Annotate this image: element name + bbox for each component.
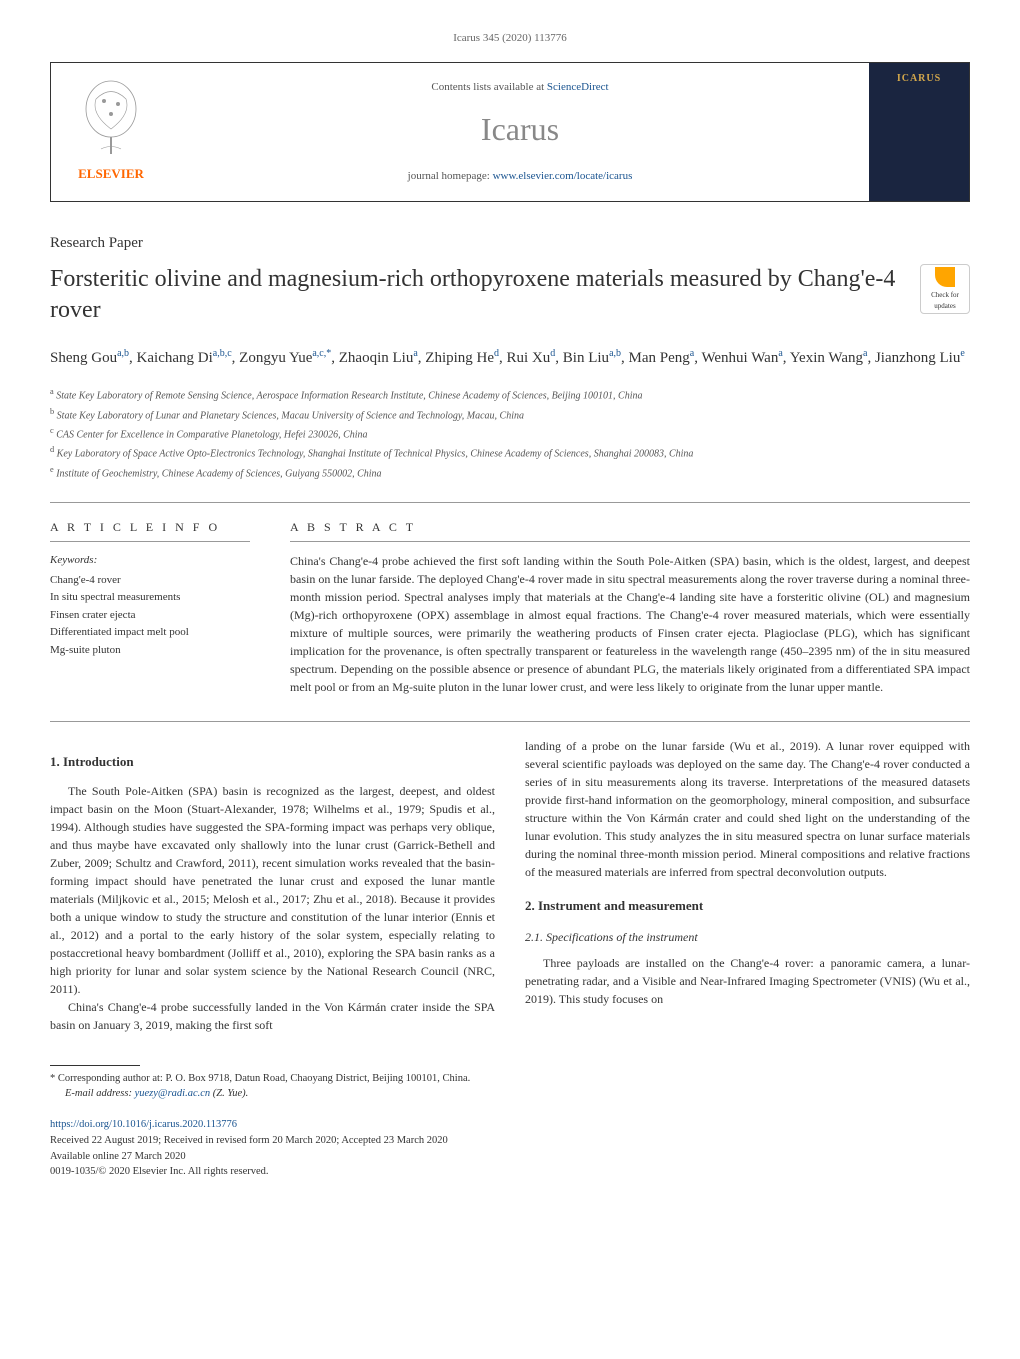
journal-center-block: Contents lists available at ScienceDirec… [171,63,869,201]
journal-homepage: journal homepage: www.elsevier.com/locat… [408,168,633,185]
email-author: (Z. Yue). [210,1088,248,1099]
affiliation: State Key Laboratory of Remote Sensing S… [56,391,642,402]
abstract-header: A B S T R A C T [290,518,970,542]
affiliation: Institute of Geochemistry, Chinese Acade… [56,468,381,479]
author: Sheng Gou [50,350,117,366]
elsevier-tree-icon [76,79,146,159]
divider [50,721,970,722]
author-sup: a,b,c [213,348,232,359]
author: , Man Peng [621,350,690,366]
author: , Zhaoqin Liu [331,350,413,366]
copyright-line: 0019-1035/© 2020 Elsevier Inc. All right… [50,1164,970,1180]
check-updates-badge[interactable]: Check for updates [920,264,970,314]
author-sup: e [960,348,964,359]
keywords-list: Chang'e-4 rover In situ spectral measure… [50,572,250,660]
subsection-heading: 2.1. Specifications of the instrument [525,928,970,946]
elsevier-logo-block: ELSEVIER [51,63,171,201]
doi-block: https://doi.org/10.1016/j.icarus.2020.11… [50,1117,970,1180]
corresponding-note: * Corresponding author at: P. O. Box 971… [50,1071,970,1087]
author: , Kaichang Di [129,350,213,366]
author-sup: a,b [117,348,129,359]
article-info-block: A R T I C L E I N F O Keywords: Chang'e-… [50,518,250,696]
abstract-block: A B S T R A C T China's Chang'e-4 probe … [290,518,970,696]
author: , Jianzhong Liu [867,350,960,366]
author: , Rui Xu [499,350,550,366]
affiliation: State Key Laboratory of Lunar and Planet… [57,410,524,421]
body-paragraph: China's Chang'e-4 probe successfully lan… [50,998,495,1034]
author-sup: a,c,* [312,348,331,359]
doi-link[interactable]: https://doi.org/10.1016/j.icarus.2020.11… [50,1119,237,1130]
section-heading: 2. Instrument and measurement [525,896,970,916]
right-column: landing of a probe on the lunar farside … [525,737,970,1034]
body-columns: 1. Introduction The South Pole-Aitken (S… [50,737,970,1034]
body-paragraph: Three payloads are installed on the Chan… [525,954,970,1008]
homepage-label: journal homepage: [408,170,493,182]
contents-lists-text: Contents lists available at ScienceDirec… [431,79,608,96]
contents-label: Contents lists available at [431,81,546,93]
author-sup: a,b [609,348,621,359]
affiliation: CAS Center for Excellence in Comparative… [56,429,367,440]
author: , Yexin Wang [783,350,863,366]
elsevier-label: ELSEVIER [78,164,144,184]
available-line: Available online 27 March 2020 [50,1149,970,1165]
homepage-link[interactable]: www.elsevier.com/locate/icarus [493,170,633,182]
email-label: E-mail address: [65,1088,135,1099]
abstract-text: China's Chang'e-4 probe achieved the fir… [290,552,970,696]
footnote-divider [50,1065,140,1066]
authors-list: Sheng Goua,b, Kaichang Dia,b,c, Zongyu Y… [50,346,970,370]
author: , Zongyu Yue [232,350,313,366]
author: , Wenhui Wan [694,350,778,366]
paper-title: Forsteritic olivine and magnesium-rich o… [50,264,905,326]
footnote-block: * Corresponding author at: P. O. Box 971… [50,1059,970,1103]
article-info-header: A R T I C L E I N F O [50,518,250,542]
email-link[interactable]: yuezy@radi.ac.cn [135,1088,211,1099]
author: , Bin Liu [555,350,609,366]
thumb-label: ICARUS [897,71,941,86]
keywords-label: Keywords: [50,552,250,569]
journal-header-box: ELSEVIER Contents lists available at Sci… [50,62,970,202]
sciencedirect-link[interactable]: ScienceDirect [547,81,609,93]
body-paragraph: The South Pole-Aitken (SPA) basin is rec… [50,782,495,998]
left-column: 1. Introduction The South Pole-Aitken (S… [50,737,495,1034]
affiliation: Key Laboratory of Space Active Opto-Elec… [57,449,694,460]
body-paragraph: landing of a probe on the lunar farside … [525,737,970,881]
divider [50,502,970,503]
page-citation: Icarus 345 (2020) 113776 [50,30,970,47]
journal-cover-thumb: ICARUS [869,63,969,201]
received-line: Received 22 August 2019; Received in rev… [50,1133,970,1149]
section-heading: 1. Introduction [50,752,495,772]
author: , Zhiping He [418,350,494,366]
affiliations-block: a State Key Laboratory of Remote Sensing… [50,385,970,482]
check-updates-icon [935,267,955,287]
journal-name: Icarus [481,105,559,153]
paper-type: Research Paper [50,232,970,255]
check-updates-label: Check for updates [921,290,969,311]
